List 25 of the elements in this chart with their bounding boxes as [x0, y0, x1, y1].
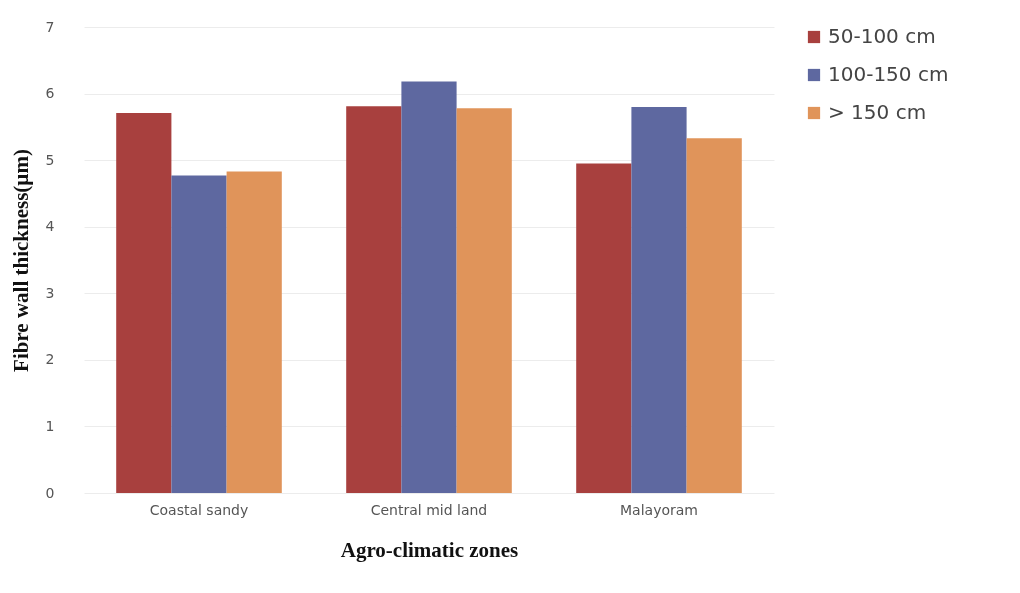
y-tick-label: 4 [45, 218, 55, 235]
bar [576, 163, 632, 493]
legend-label: > 150 cm [828, 100, 927, 124]
bar [346, 106, 402, 493]
bar [686, 138, 742, 493]
bar [401, 81, 457, 493]
y-tick-label: 0 [45, 484, 55, 501]
x-tick-label: Central mid land [370, 501, 488, 518]
bar [171, 175, 227, 493]
bar [226, 171, 282, 493]
y-tick-label: 5 [45, 151, 55, 168]
y-axis-title: Fibre wall thickness(µm) [8, 149, 33, 372]
x-tick-label: Malayoram [620, 501, 698, 518]
x-axis-title: Agro-climatic zones [340, 537, 519, 562]
y-tick-label: 3 [45, 284, 55, 301]
y-tick-label: 2 [45, 351, 55, 368]
y-tick-label: 7 [45, 18, 55, 35]
legend-label: 100-150 cm [828, 62, 949, 86]
bar [456, 108, 512, 493]
bar [116, 112, 172, 493]
bar [631, 106, 687, 493]
legend-label: 50-100 cm [828, 24, 936, 48]
x-tick-label: Coastal sandy [149, 501, 249, 518]
y-tick-label: 6 [45, 85, 55, 102]
y-tick-label: 1 [45, 417, 55, 434]
